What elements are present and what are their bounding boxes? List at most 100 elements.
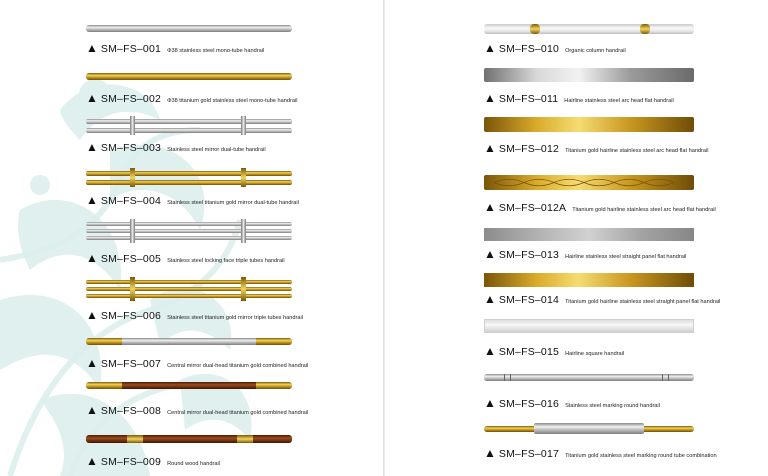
gold-end-right-image <box>256 338 292 345</box>
triangle-marker-icon: ▲ <box>484 344 496 358</box>
product-code: SM–FS–003 <box>100 142 162 154</box>
product-description: Hairline square handrail <box>565 351 625 357</box>
product-description: Titanium gold hairline stainless steel a… <box>572 207 716 213</box>
connector-collar-image <box>241 116 246 135</box>
triangle-marker-icon: ▲ <box>484 247 496 261</box>
gold-ring-image <box>640 24 650 34</box>
gold-patterned-flat-handrail-image <box>484 175 694 190</box>
organic-column-handrail-image <box>484 24 694 34</box>
product-description: Central mirror dual-head titanium gold c… <box>167 363 309 369</box>
triple-tube-silver-top-image <box>86 222 292 226</box>
marking-line-image <box>668 374 669 381</box>
product-description: Hairline stainless steel straight panel … <box>565 254 687 260</box>
triple-tube-gold-bottom-image <box>86 294 292 298</box>
hairline-straight-panel-flat-handrail-image <box>484 228 694 241</box>
mono-tube-silver-handrail-image <box>86 25 292 32</box>
marking-round-handrail-image <box>484 374 694 381</box>
gold-round-tube-left-image <box>484 426 534 432</box>
connector-collar-image <box>241 168 246 187</box>
product-code: SM–FS–015 <box>498 346 560 358</box>
triangle-marker-icon: ▲ <box>484 41 496 55</box>
triangle-marker-icon: ▲ <box>484 292 496 306</box>
product-description: Organic column handrail <box>565 48 626 54</box>
dual-tube-gold-upper-image <box>86 171 292 176</box>
marking-line-image <box>504 374 505 381</box>
product-description: Titanium gold stainless steel marking ro… <box>565 453 717 459</box>
triangle-marker-icon: ▲ <box>86 308 98 322</box>
connector-collar-image <box>130 219 135 243</box>
product-description: Stainless steel titanium gold mirror dua… <box>167 200 299 206</box>
triple-tube-silver-middle-image <box>86 229 292 233</box>
gold-end-left-image <box>86 338 122 345</box>
dual-tube-gold-lower-image <box>86 180 292 185</box>
product-description: Φ38 stainless steel mono-tube handrail <box>167 48 265 54</box>
triple-tube-silver-bottom-image <box>86 236 292 240</box>
product-code: SM–FS–005 <box>100 253 162 265</box>
gold-round-tube-right-image <box>644 426 694 432</box>
triangle-marker-icon: ▲ <box>484 446 496 460</box>
product-description: Φ38 titanium gold stainless steel mono-t… <box>167 98 298 104</box>
triangle-marker-icon: ▲ <box>86 140 98 154</box>
dual-tube-silver-upper-image <box>86 119 292 124</box>
triangle-marker-icon: ▲ <box>86 251 98 265</box>
product-code: SM–FS–013 <box>498 249 560 261</box>
triangle-marker-icon: ▲ <box>86 91 98 105</box>
triple-tube-gold-middle-image <box>86 287 292 291</box>
gold-end-left-image <box>86 382 122 389</box>
round-wood-handrail-image <box>86 435 292 443</box>
connector-collar-image <box>130 116 135 135</box>
product-description: Stainless steel locking face triple tube… <box>167 258 285 264</box>
hairline-square-handrail-image <box>484 319 694 333</box>
product-description: Titanium gold hairline stainless steel s… <box>565 299 721 305</box>
product-code: SM–FS–008 <box>100 405 162 417</box>
dual-tube-silver-lower-image <box>86 128 292 133</box>
product-code: SM–FS–002 <box>100 93 162 105</box>
gold-ring-image <box>127 435 143 443</box>
gold-ring-image <box>530 24 540 34</box>
product-code: SM–FS–014 <box>498 294 560 306</box>
product-code: SM–FS–016 <box>498 398 560 410</box>
connector-collar-image <box>130 168 135 187</box>
product-code: SM–FS–012 <box>498 143 560 155</box>
gold-hairline-straight-panel-flat-handrail-image <box>484 273 694 287</box>
product-description: Round wood handrail <box>167 461 220 467</box>
product-description: Central mirror dual-head titanium gold c… <box>167 410 309 416</box>
wood-center-image <box>122 382 256 389</box>
product-description: Hairline stainless steel arc head flat h… <box>564 98 674 104</box>
product-description: Titanium gold hairline stainless steel a… <box>565 148 709 154</box>
product-code: SM–FS–004 <box>100 195 162 207</box>
product-code: SM–FS–012A <box>498 202 567 214</box>
mirror-center-image <box>122 338 256 345</box>
product-code: SM–FS–007 <box>100 358 162 370</box>
triangle-marker-icon: ▲ <box>86 403 98 417</box>
product-code: SM–FS–006 <box>100 310 162 322</box>
wave-pattern-decoration <box>493 178 675 187</box>
product-description: Stainless steel mirror dual-tube handrai… <box>167 147 266 153</box>
product-description: Stainless steel marking round handrail <box>565 403 660 409</box>
connector-collar-image <box>241 219 246 243</box>
marking-line-image <box>510 374 511 381</box>
triple-tube-gold-top-image <box>86 280 292 284</box>
connector-collar-image <box>130 277 135 301</box>
marking-line-image <box>662 374 663 381</box>
product-code: SM–FS–017 <box>498 448 560 460</box>
triangle-marker-icon: ▲ <box>484 396 496 410</box>
product-code: SM–FS–001 <box>100 43 162 55</box>
triangle-marker-icon: ▲ <box>86 454 98 468</box>
gold-ring-image <box>237 435 253 443</box>
product-code: SM–FS–011 <box>498 93 559 105</box>
triangle-marker-icon: ▲ <box>86 193 98 207</box>
mono-tube-gold-handrail-image <box>86 73 292 80</box>
gold-hairline-arc-head-flat-handrail-image <box>484 117 694 132</box>
hairline-arc-head-flat-handrail-image <box>484 68 694 82</box>
page-spine-divider <box>383 0 385 476</box>
triangle-marker-icon: ▲ <box>86 356 98 370</box>
product-code: SM–FS–010 <box>498 43 560 55</box>
product-description: Stainless steel titanium gold mirror tri… <box>167 315 303 321</box>
triangle-marker-icon: ▲ <box>484 141 496 155</box>
triangle-marker-icon: ▲ <box>86 41 98 55</box>
steel-round-tube-center-image <box>534 423 644 434</box>
gold-end-right-image <box>256 382 292 389</box>
triangle-marker-icon: ▲ <box>484 91 496 105</box>
connector-collar-image <box>241 277 246 301</box>
